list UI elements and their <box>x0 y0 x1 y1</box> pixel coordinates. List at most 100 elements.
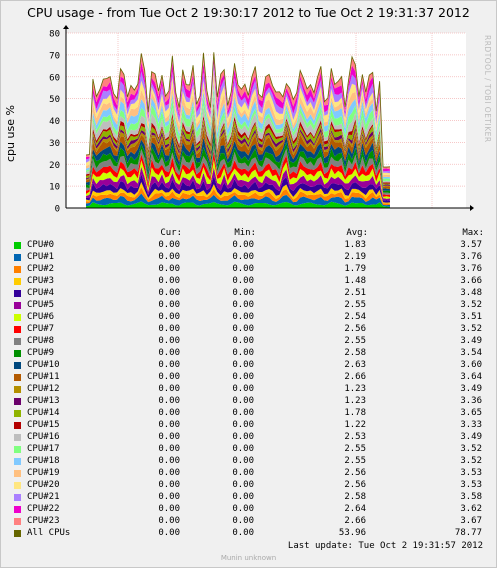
legend-cur-value: 0.00 <box>158 420 180 430</box>
area-cpu-6 <box>86 159 390 199</box>
legend-avg-value: 2.19 <box>344 252 366 262</box>
legend-swatch <box>14 434 21 441</box>
legend-label: CPU#2 <box>27 264 55 274</box>
header-min: Min: <box>234 228 256 238</box>
legend-min-value: 0.00 <box>232 444 254 454</box>
legend-swatch <box>14 482 21 489</box>
legend-cur-value: 0.00 <box>158 444 180 454</box>
legend-max-value: 3.76 <box>460 264 482 274</box>
legend-row: CPU#16 0.00 0.00 2.53 3.49 <box>0 432 497 444</box>
legend-min-value: 0.00 <box>232 492 254 502</box>
legend-avg-value: 2.64 <box>344 504 366 514</box>
legend-max-value: 3.57 <box>460 240 482 250</box>
legend-max-value: 3.52 <box>460 456 482 466</box>
legend-row: CPU#13 0.00 0.00 1.23 3.36 <box>0 396 497 408</box>
legend-swatch <box>14 338 21 345</box>
rrdtool-watermark: RRDTOOL / TOBI OETIKER <box>483 35 492 143</box>
legend-cur-value: 0.00 <box>158 300 180 310</box>
legend-row: CPU#20 0.00 0.00 2.56 3.53 <box>0 480 497 492</box>
last-update: Last update: Tue Oct 2 19:31:57 2012 <box>287 541 483 551</box>
legend-avg-value: 1.23 <box>344 384 366 394</box>
legend-cur-value: 0.00 <box>158 480 180 490</box>
chart-title: CPU usage - from Tue Oct 2 19:30:17 2012… <box>27 5 470 20</box>
legend-min-value: 0.00 <box>232 420 254 430</box>
legend-swatch <box>14 278 21 285</box>
legend-avg-value: 1.22 <box>344 420 366 430</box>
legend-label: CPU#16 <box>27 432 60 442</box>
legend-row: CPU#21 0.00 0.00 2.58 3.58 <box>0 492 497 504</box>
legend-cur-value: 0.00 <box>158 384 180 394</box>
legend-row: CPU#12 0.00 0.00 1.23 3.49 <box>0 384 497 396</box>
legend-swatch <box>14 446 21 453</box>
legend-label: CPU#4 <box>27 288 55 298</box>
legend-label: CPU#12 <box>27 384 60 394</box>
legend-max-value: 3.76 <box>460 252 482 262</box>
legend-swatch <box>14 398 21 405</box>
legend-label: CPU#5 <box>27 300 55 310</box>
legend-avg-value: 2.56 <box>344 480 366 490</box>
legend-cur-value: 0.00 <box>158 276 180 286</box>
legend-row: CPU#8 0.00 0.00 2.55 3.49 <box>0 336 497 348</box>
area-cpu-11 <box>86 118 390 190</box>
legend-label: CPU#7 <box>27 324 55 334</box>
legend-cur-value: 0.00 <box>158 432 180 442</box>
legend-swatch <box>14 254 21 261</box>
legend-min-value: 0.00 <box>232 276 254 286</box>
area-cpu-0 <box>86 201 390 208</box>
legend-avg-value: 1.78 <box>344 408 366 418</box>
legend-avg-value: 53.96 <box>338 528 366 538</box>
legend-cur-value: 0.00 <box>158 372 180 382</box>
legend-cur-value: 0.00 <box>158 456 180 466</box>
area-cpu-17 <box>86 88 390 182</box>
axes <box>63 25 474 211</box>
legend-cur-value: 0.00 <box>158 528 180 538</box>
legend-swatch <box>14 410 21 417</box>
y-tick-label: 0 <box>55 205 60 215</box>
legend-avg-value: 2.56 <box>344 468 366 478</box>
legend-min-value: 0.00 <box>232 348 254 358</box>
y-tick-label: 30 <box>49 139 60 149</box>
area-cpu-2 <box>86 187 390 206</box>
legend-min-value: 0.00 <box>232 396 254 406</box>
legend-cur-value: 0.00 <box>158 408 180 418</box>
legend-row: CPU#1 0.00 0.00 2.19 3.76 <box>0 252 497 264</box>
legend-label: CPU#15 <box>27 420 60 430</box>
legend-cur-value: 0.00 <box>158 516 180 526</box>
area-cpu-19 <box>86 75 390 178</box>
y-tick-label: 40 <box>49 117 60 127</box>
legend-label: All CPUs <box>27 528 71 538</box>
legend-max-value: 3.53 <box>460 480 482 490</box>
y-tick-label: 10 <box>49 183 60 193</box>
legend-min-value: 0.00 <box>232 324 254 334</box>
legend-cur-value: 0.00 <box>158 396 180 406</box>
y-tick-label: 80 <box>49 30 60 40</box>
area-cpu-3 <box>86 182 390 204</box>
y-tick-label: 70 <box>49 51 60 61</box>
area-cpu-16 <box>86 95 390 183</box>
legend-min-value: 0.00 <box>232 264 254 274</box>
legend-label: CPU#20 <box>27 480 60 490</box>
legend-max-value: 3.53 <box>460 468 482 478</box>
legend-cur-value: 0.00 <box>158 360 180 370</box>
legend-avg-value: 2.55 <box>344 336 366 346</box>
legend-row: CPU#19 0.00 0.00 2.56 3.53 <box>0 468 497 480</box>
legend-label: CPU#19 <box>27 468 60 478</box>
legend-max-value: 3.36 <box>460 396 482 406</box>
y-ticks: 0 10 20 30 40 50 60 70 80 <box>49 30 60 215</box>
legend-cur-value: 0.00 <box>158 324 180 334</box>
legend-min-value: 0.00 <box>232 240 254 250</box>
legend-min-value: 0.00 <box>232 516 254 526</box>
legend-min-value: 0.00 <box>232 432 254 442</box>
legend-min-value: 0.00 <box>232 480 254 490</box>
legend-avg-value: 1.79 <box>344 264 366 274</box>
legend-row: All CPUs 0.00 0.00 53.96 78.77 <box>0 528 497 540</box>
area-cpu-4 <box>86 174 390 203</box>
legend-max-value: 3.67 <box>460 516 482 526</box>
legend-row: CPU#7 0.00 0.00 2.56 3.52 <box>0 324 497 336</box>
legend-cur-value: 0.00 <box>158 240 180 250</box>
legend-swatch <box>14 530 21 537</box>
y-tick-label: 20 <box>49 161 60 171</box>
legend-row: CPU#3 0.00 0.00 1.48 3.66 <box>0 276 497 288</box>
legend-label: CPU#22 <box>27 504 60 514</box>
legend-row: CPU#23 0.00 0.00 2.66 3.67 <box>0 516 497 528</box>
